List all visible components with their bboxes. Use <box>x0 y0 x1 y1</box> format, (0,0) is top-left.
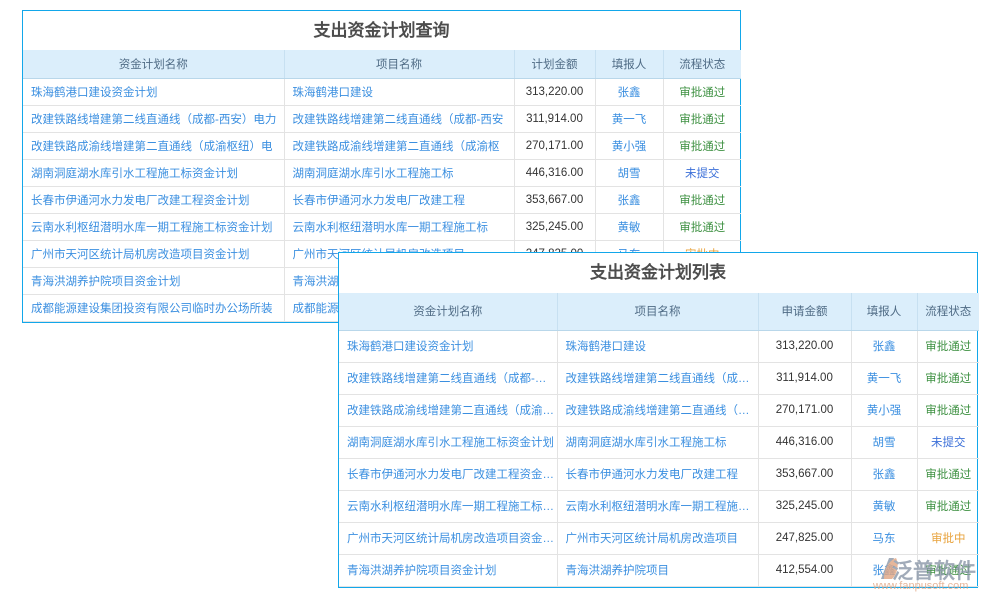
svg-text:www.fanpusoft.com: www.fanpusoft.com <box>873 580 968 592</box>
